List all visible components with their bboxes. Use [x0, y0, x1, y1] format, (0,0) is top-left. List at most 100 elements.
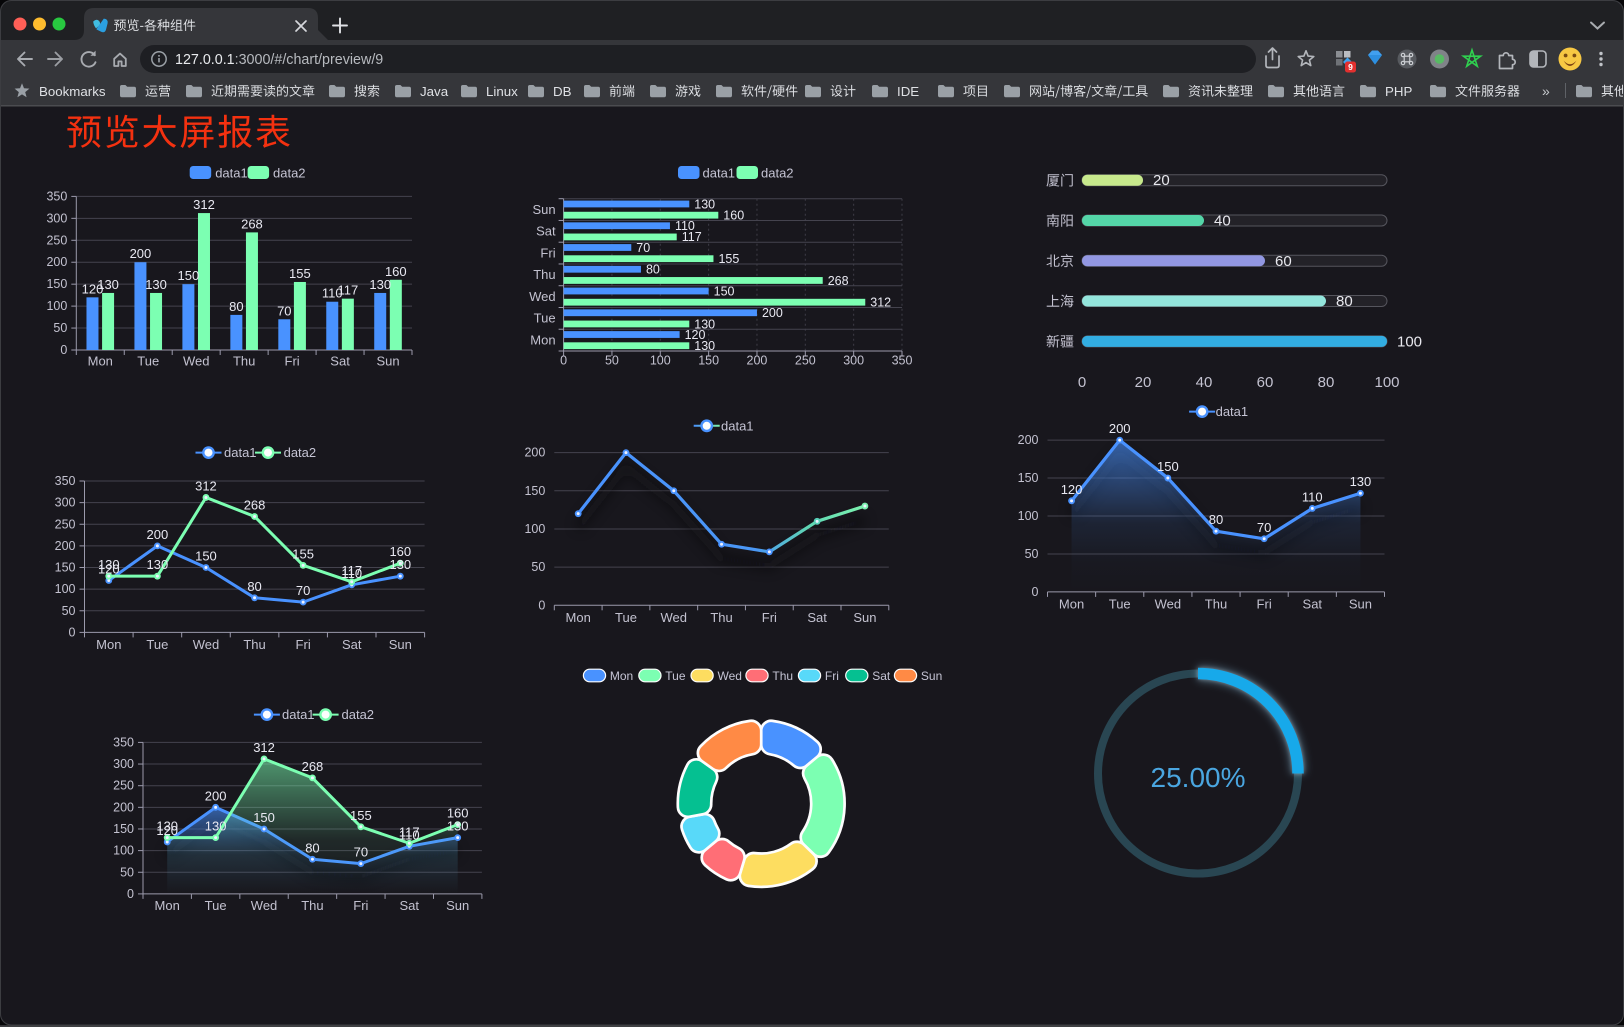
svg-text:50: 50 [1025, 547, 1039, 561]
svg-text:80: 80 [229, 299, 243, 314]
svg-text:Fri: Fri [296, 637, 311, 652]
svg-text:0: 0 [60, 343, 67, 357]
svg-text:250: 250 [795, 354, 816, 368]
svg-text:50: 50 [531, 560, 545, 574]
svg-text:130: 130 [369, 277, 391, 292]
svg-text:0: 0 [560, 354, 567, 368]
svg-text:250: 250 [46, 233, 67, 247]
svg-text:130: 130 [694, 197, 715, 211]
svg-text:Wed: Wed [183, 354, 210, 369]
svg-text:200: 200 [130, 246, 152, 261]
svg-text:Thu: Thu [772, 669, 793, 683]
svg-text:Wed: Wed [529, 289, 556, 304]
svg-text:Wed: Wed [193, 637, 220, 652]
svg-text:110: 110 [341, 566, 362, 581]
svg-text:Sun: Sun [446, 898, 469, 913]
svg-text:130: 130 [1350, 474, 1372, 489]
svg-text:110: 110 [675, 219, 695, 233]
svg-text:160: 160 [385, 264, 407, 279]
svg-text:70: 70 [277, 303, 291, 318]
svg-text:312: 312 [193, 197, 215, 212]
svg-text:268: 268 [241, 216, 263, 231]
svg-text:300: 300 [46, 211, 67, 225]
svg-text:Mon: Mon [610, 669, 633, 683]
svg-text:Sun: Sun [921, 669, 942, 683]
svg-text:Wed: Wed [251, 898, 278, 913]
svg-text:150: 150 [55, 561, 76, 575]
svg-text:Thu: Thu [533, 267, 555, 282]
svg-text:70: 70 [1257, 520, 1271, 535]
svg-text:data1: data1 [282, 707, 315, 722]
svg-text:155: 155 [292, 546, 314, 561]
svg-text:0: 0 [1078, 374, 1086, 391]
svg-text:Fri: Fri [540, 245, 555, 260]
svg-text:150: 150 [178, 268, 200, 283]
svg-text:Thu: Thu [243, 637, 265, 652]
svg-text:155: 155 [289, 266, 311, 281]
svg-text:150: 150 [253, 810, 275, 825]
svg-text:Mon: Mon [1059, 597, 1084, 612]
svg-text:Fri: Fri [353, 898, 368, 913]
svg-text:data1: data1 [215, 166, 248, 181]
svg-text:Tue: Tue [146, 637, 168, 652]
svg-text:120: 120 [156, 823, 178, 838]
svg-text:data2: data2 [273, 166, 306, 181]
svg-text:200: 200 [524, 446, 545, 460]
svg-text:160: 160 [389, 544, 411, 559]
svg-text:data1: data1 [721, 418, 754, 433]
svg-text:9: 9 [1348, 62, 1353, 72]
svg-text:IDE: IDE [897, 84, 919, 99]
svg-text:Tue: Tue [205, 898, 227, 913]
svg-text:100: 100 [1018, 509, 1039, 523]
svg-text:data2: data2 [761, 166, 794, 181]
svg-text:Sun: Sun [389, 637, 412, 652]
svg-text:312: 312 [195, 478, 217, 493]
svg-text:70: 70 [296, 583, 310, 598]
svg-text:350: 350 [113, 735, 134, 749]
svg-text:Sat: Sat [342, 637, 362, 652]
svg-text:Fri: Fri [825, 669, 839, 683]
svg-text:130: 130 [694, 339, 715, 353]
svg-text:100: 100 [1374, 374, 1399, 391]
svg-text:data1: data1 [1216, 404, 1249, 419]
svg-text:Bookmarks: Bookmarks [39, 84, 106, 99]
svg-text:0: 0 [69, 625, 76, 639]
svg-text:130: 130 [389, 557, 411, 572]
svg-text:50: 50 [605, 354, 619, 368]
svg-text:117: 117 [341, 563, 362, 578]
svg-text:100: 100 [524, 522, 545, 536]
svg-text:117: 117 [399, 824, 420, 839]
svg-text:Sat: Sat [1303, 597, 1323, 612]
svg-text:150: 150 [524, 484, 545, 498]
svg-text:268: 268 [302, 759, 324, 774]
svg-text:110: 110 [1302, 489, 1323, 504]
svg-text:0: 0 [127, 887, 134, 901]
svg-text:117: 117 [337, 283, 358, 298]
svg-text:Linux: Linux [486, 84, 518, 99]
svg-text:Sat: Sat [872, 669, 891, 683]
svg-text:300: 300 [113, 757, 134, 771]
svg-text:Tue: Tue [1109, 597, 1131, 612]
svg-text:300: 300 [55, 496, 76, 510]
svg-text:Sat: Sat [536, 224, 556, 239]
svg-text:Mon: Mon [530, 332, 555, 347]
svg-text:Sun: Sun [1349, 597, 1372, 612]
svg-text:130: 130 [97, 277, 119, 292]
svg-text:Sat: Sat [330, 354, 350, 369]
svg-text:200: 200 [55, 539, 76, 553]
svg-text:150: 150 [113, 822, 134, 836]
svg-text:250: 250 [55, 517, 76, 531]
svg-text:155: 155 [718, 252, 739, 266]
svg-text:60: 60 [1257, 374, 1274, 391]
svg-text:350: 350 [892, 354, 913, 368]
svg-text:0: 0 [538, 598, 545, 612]
svg-text:Thu: Thu [233, 354, 255, 369]
svg-text:80: 80 [646, 263, 660, 277]
svg-text:130: 130 [694, 317, 715, 331]
svg-text:20: 20 [1153, 172, 1170, 189]
svg-text:data2: data2 [342, 707, 375, 722]
svg-text:Wed: Wed [1155, 597, 1182, 612]
svg-text:60: 60 [1275, 253, 1292, 270]
svg-text:160: 160 [447, 806, 469, 821]
svg-text:127.0.0.1:3000/#/chart/preview: 127.0.0.1:3000/#/chart/preview/9 [175, 52, 383, 68]
